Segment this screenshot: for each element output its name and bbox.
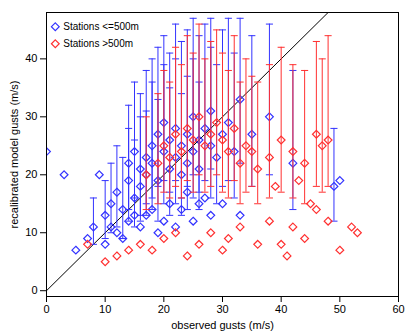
- svg-text:recalibrated model gusts (m/s): recalibrated model gusts (m/s): [8, 81, 20, 229]
- svg-text:10: 10: [99, 303, 111, 315]
- svg-text:60: 60: [392, 303, 404, 315]
- svg-text:30: 30: [25, 110, 37, 122]
- svg-text:20: 20: [158, 303, 170, 315]
- svg-text:40: 40: [275, 303, 287, 315]
- svg-text:50: 50: [334, 303, 346, 315]
- svg-text:Stations >500m: Stations >500m: [63, 38, 133, 49]
- svg-text:observed gusts (m/s): observed gusts (m/s): [171, 319, 274, 331]
- svg-text:30: 30: [216, 303, 228, 315]
- svg-text:0: 0: [43, 303, 49, 315]
- svg-text:20: 20: [25, 168, 37, 180]
- svg-text:40: 40: [25, 52, 37, 64]
- svg-text:Stations <=500m: Stations <=500m: [63, 21, 139, 32]
- svg-text:0: 0: [31, 284, 37, 296]
- svg-text:10: 10: [25, 226, 37, 238]
